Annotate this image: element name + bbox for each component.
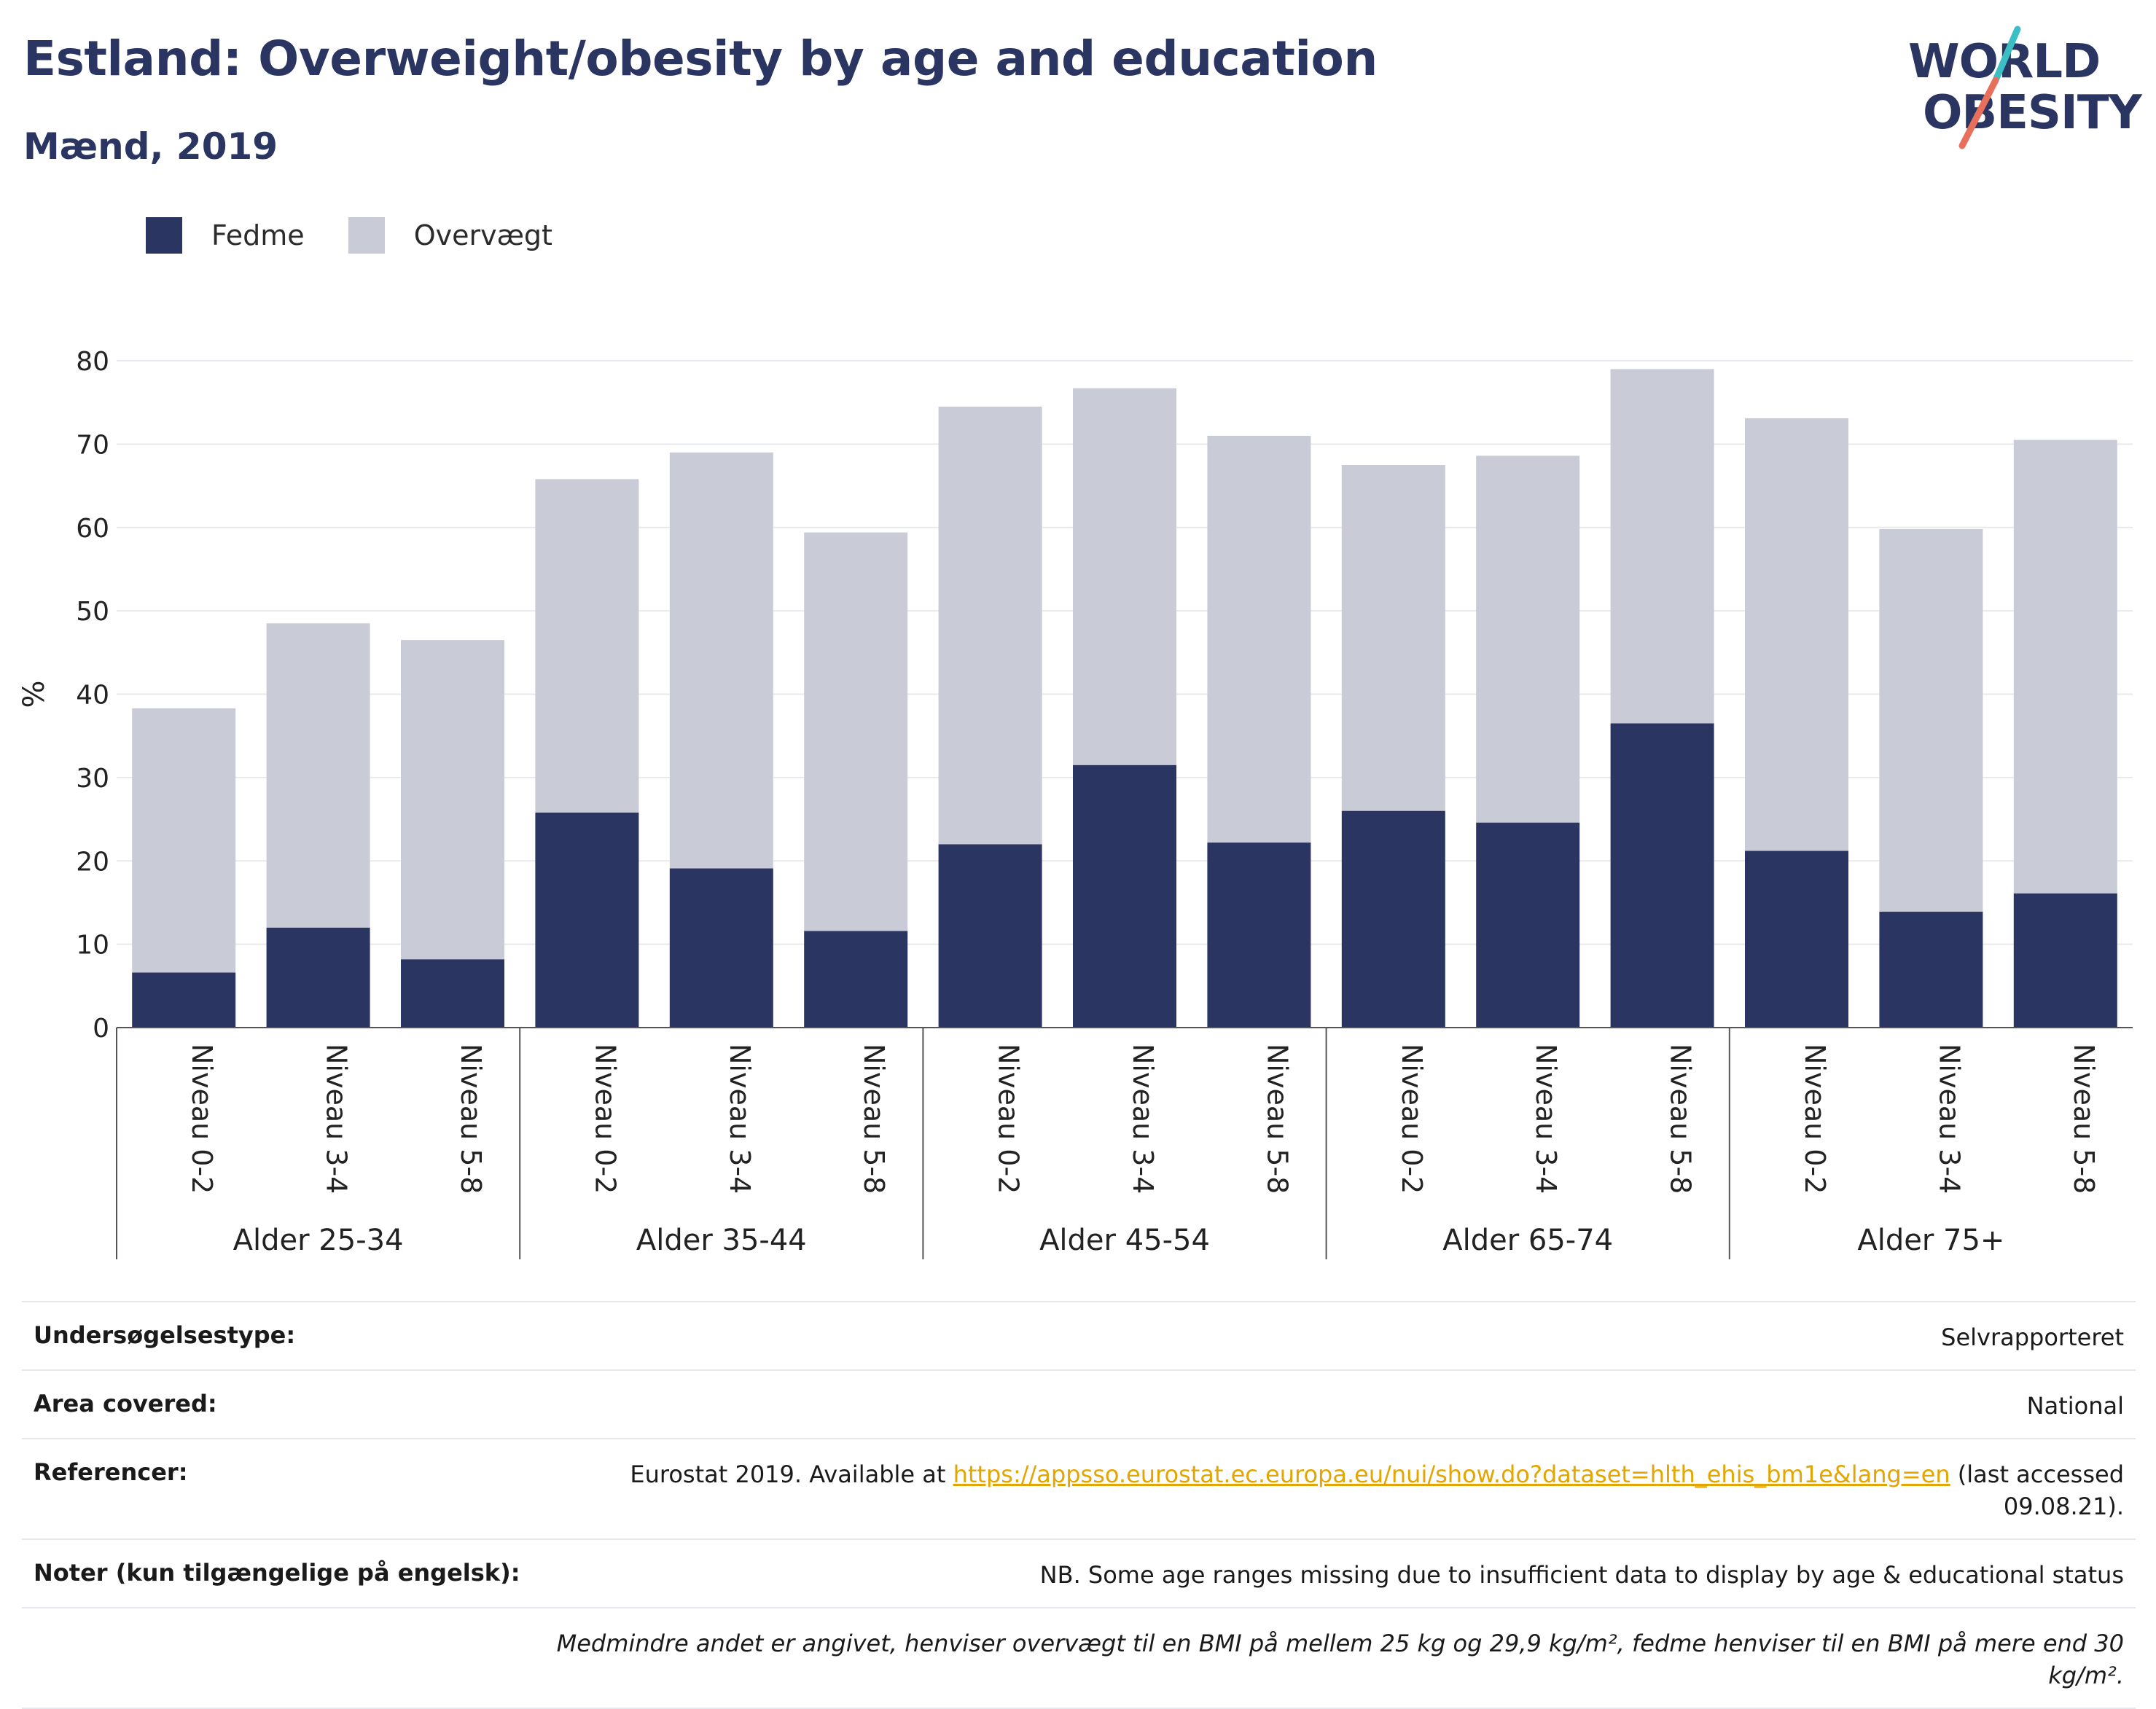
- y-tick-label: 40: [76, 681, 109, 711]
- x-tick-label: Niveau 0-2: [589, 1044, 621, 1194]
- area-label: Area covered:: [34, 1390, 217, 1417]
- survey-type-value: Selvrapporteret: [1941, 1323, 2124, 1351]
- bar-overvaegt: [1745, 418, 1848, 851]
- group-label: Alder 65-74: [1442, 1224, 1613, 1257]
- info-row-survey-type: Undersøgelsestype: Selvrapporteret: [22, 1301, 2136, 1369]
- x-tick-label: Niveau 5-8: [1261, 1044, 1293, 1194]
- bar-fedme: [535, 812, 639, 1028]
- references-label: Referencer:: [34, 1458, 188, 1486]
- bar-overvaegt: [401, 640, 504, 960]
- group-label: Alder 45-54: [1039, 1224, 1210, 1257]
- references-suffix: (last accessed 09.08.21).: [1950, 1460, 2124, 1520]
- x-tick-label: Niveau 0-2: [1799, 1044, 1831, 1194]
- x-tick-label: Niveau 5-8: [2068, 1044, 2100, 1194]
- group-label: Alder 25-34: [233, 1224, 404, 1257]
- x-tick-label: Niveau 3-4: [1127, 1044, 1159, 1194]
- notes-value: NB. Some age ranges missing due to insuf…: [1039, 1561, 2124, 1589]
- references-value: Eurostat 2019. Available at https://apps…: [520, 1458, 2124, 1522]
- bar-fedme: [2013, 893, 2117, 1028]
- info-row-notes: Noter (kun tilgængelige på engelsk): NB.…: [22, 1538, 2136, 1607]
- bar-fedme: [1341, 810, 1445, 1028]
- references-prefix: Eurostat 2019. Available at: [630, 1460, 953, 1488]
- legend-label-fedme: Fedme: [211, 219, 305, 251]
- y-tick-label: 80: [76, 347, 109, 377]
- info-row-footnote: Medmindre andet er angivet, henviser ove…: [22, 1607, 2136, 1709]
- legend-label-overvaegt: Overvægt: [413, 219, 552, 251]
- bar-fedme: [938, 844, 1042, 1028]
- info-row-references: Referencer: Eurostat 2019. Available at …: [22, 1438, 2136, 1538]
- x-tick-label: Niveau 3-4: [724, 1044, 756, 1194]
- legend-swatch-overvaegt: [348, 217, 385, 254]
- bar-overvaegt: [1476, 455, 1580, 823]
- world-obesity-logo: WORLD OBESITY: [1895, 22, 2143, 153]
- group-label: Alder 35-44: [636, 1224, 807, 1257]
- legend-item-overvaegt: Overvægt: [348, 217, 552, 254]
- bar-overvaegt: [938, 406, 1042, 845]
- group-label: Alder 75+: [1857, 1224, 2004, 1257]
- y-tick-label: 10: [76, 931, 109, 961]
- y-tick-label: 50: [76, 597, 109, 627]
- x-tick-label: Niveau 5-8: [858, 1044, 890, 1194]
- x-tick-label: Niveau 0-2: [1396, 1044, 1428, 1194]
- bar-overvaegt: [266, 623, 370, 928]
- bar-overvaegt: [1207, 435, 1311, 843]
- info-row-area: Area covered: National: [22, 1369, 2136, 1438]
- y-tick-label: 0: [93, 1014, 109, 1044]
- survey-type-label: Undersøgelsestype:: [34, 1321, 296, 1349]
- bar-overvaegt: [1073, 388, 1176, 765]
- page-subtitle: Mænd, 2019: [23, 125, 278, 168]
- bar-overvaegt: [1341, 464, 1445, 811]
- x-tick-label: Niveau 3-4: [321, 1044, 353, 1194]
- bar-overvaegt: [2013, 439, 2117, 893]
- bmi-footnote: Medmindre andet er angivet, henviser ove…: [556, 1630, 2124, 1689]
- bar-overvaegt: [535, 479, 639, 813]
- bar-fedme: [1073, 764, 1176, 1028]
- bar-fedme: [1207, 842, 1311, 1028]
- x-tick-label: Niveau 5-8: [455, 1044, 487, 1194]
- y-tick-label: 30: [76, 764, 109, 794]
- x-tick-label: Niveau 0-2: [993, 1044, 1025, 1194]
- bar-fedme: [266, 927, 370, 1028]
- notes-label: Noter (kun tilgængelige på engelsk):: [34, 1559, 520, 1587]
- legend-swatch-fedme: [146, 217, 182, 254]
- y-tick-label: 60: [76, 514, 109, 544]
- bar-fedme: [1476, 822, 1580, 1028]
- bar-overvaegt: [669, 452, 773, 869]
- bar-overvaegt: [804, 532, 908, 931]
- info-table: Undersøgelsestype: Selvrapporteret Area …: [22, 1301, 2136, 1709]
- y-tick-label: 20: [76, 847, 109, 877]
- bar-fedme: [1745, 850, 1848, 1028]
- logo-slash-icon: [1958, 26, 2021, 149]
- x-tick-label: Niveau 5-8: [1665, 1044, 1697, 1194]
- bar-overvaegt: [1879, 529, 1983, 912]
- page-title: Estland: Overweight/obesity by age and e…: [23, 31, 1378, 87]
- y-axis-label: %: [17, 680, 51, 708]
- x-tick-label: Niveau 3-4: [1530, 1044, 1562, 1194]
- area-value: National: [2026, 1392, 2124, 1420]
- legend-item-fedme: Fedme: [146, 217, 305, 254]
- bar-fedme: [401, 959, 504, 1028]
- logo-text-line2: OBESITY: [1923, 86, 2142, 140]
- bar-overvaegt: [132, 708, 236, 973]
- bar-fedme: [804, 931, 908, 1028]
- bar-overvaegt: [1610, 369, 1714, 724]
- references-link[interactable]: https://appsso.eurostat.ec.europa.eu/nui…: [953, 1460, 1950, 1488]
- chart-legend: Fedme Overvægt: [146, 217, 596, 254]
- stacked-bar-chart: 0 10 20 30 40 50 60 70 80% Niveau 0-2 Niveau 3-4 Ni…: [17, 347, 2133, 1259]
- bar-fedme: [669, 868, 773, 1028]
- y-tick-label: 70: [76, 430, 109, 460]
- x-tick-label: Niveau 3-4: [1933, 1044, 1965, 1194]
- bar-fedme: [1610, 723, 1714, 1028]
- x-tick-label: Niveau 0-2: [186, 1044, 218, 1194]
- bar-fedme: [1879, 912, 1983, 1028]
- bar-fedme: [132, 972, 236, 1028]
